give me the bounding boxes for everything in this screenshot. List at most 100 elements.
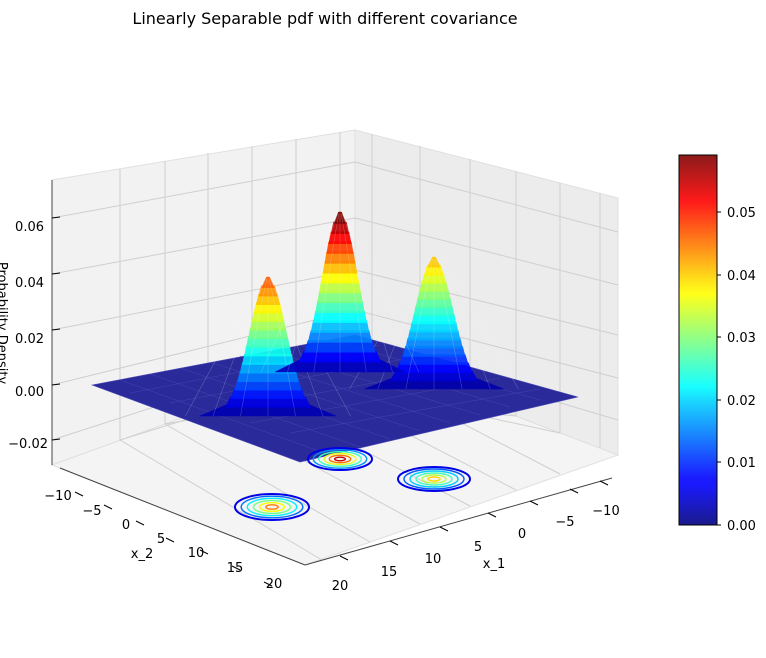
peak-band [224,396,312,408]
peak-mesh-line [185,278,265,417]
contour-ring [328,454,352,464]
z-tick-label: 0.00 [15,385,44,400]
peak-band [405,338,463,349]
peak-mesh-line [268,278,296,417]
peak-band [322,261,358,274]
x1-tick-label: −10 [592,504,619,519]
x2-tick-label: −5 [82,504,101,519]
contour-ring [312,449,368,469]
peak-band [424,264,444,276]
peak-band [261,276,275,288]
x2-tick-label: −10 [44,489,71,504]
colorbar-tick-label: 0.04 [727,269,756,284]
x1-tick-label: 0 [518,527,526,542]
peak-mesh-line [240,278,268,417]
peak-mesh-line [342,213,393,373]
contour-ring [334,456,347,462]
x1-tick-label: 20 [332,579,349,594]
colorbar-frame [678,154,718,526]
x1-tick-label: 10 [425,552,442,567]
peak-mesh-line [271,278,351,417]
peak-band [395,362,473,374]
contour-ring [415,472,453,486]
x2-tick-label: 5 [157,532,165,547]
peak-band [421,273,447,284]
x1-tick-label: 15 [381,565,398,580]
peak-band [315,300,365,314]
peak-band [310,320,370,333]
z-axis: 0.06 0.04 0.02 0.00 −0.02 Probability De… [0,180,61,465]
contour-ring [397,466,471,492]
colorbar-tick-label: 0.05 [727,206,756,221]
chart-title: Linearly Separable pdf with different co… [132,9,517,28]
colorbar-gradient [679,155,717,525]
contour-ring [318,451,363,468]
peak-band [326,241,354,254]
peak-band [242,353,294,365]
colorbar-tick-label: 0.01 [727,456,756,471]
peak-band [328,231,352,244]
peak-band [312,310,368,323]
colorbar-tick-label: 0.03 [727,331,756,346]
peak-band [251,311,285,323]
peak-mesh-line [261,213,337,373]
peak-mesh-line [343,213,420,373]
floor-contours [234,447,471,521]
contour-ring [259,502,286,513]
peak-band [419,281,449,292]
peak-mesh-line [437,258,519,390]
z-tick-label: 0.06 [15,220,44,235]
peak-band [307,330,373,343]
peak-band [298,350,382,363]
x2-tick-label: 15 [227,561,244,576]
peak-band [399,354,469,365]
peak-band [244,345,292,357]
x1-tick-label: −5 [555,515,574,530]
contour-ring [240,495,304,519]
z-tick-label: 0.04 [15,276,44,291]
peak-band [389,370,479,382]
contour-ring [307,447,373,471]
peak-band [321,271,359,284]
z-tick-label: −0.02 [8,437,48,452]
peak-band [230,388,306,400]
peak-band [417,289,451,300]
peak-band [364,378,504,390]
peak-band [324,251,356,264]
peak-band [426,256,442,268]
surface-peak [261,211,420,373]
contour-ring [265,504,279,510]
x2-axis-label: x_2 [131,547,153,562]
contour-ring [323,452,357,466]
x1-tick-label: 5 [474,540,482,555]
x1-axis: 20 15 10 5 0 −5 −10 x_1 [304,477,620,594]
peak-mesh-line [313,213,340,373]
peak-band [415,297,453,309]
contour-ring [403,468,465,490]
peak-band [330,221,350,235]
peak-band [258,285,278,297]
x2-tick-label: 0 [122,518,130,533]
contour-ring [409,470,459,488]
x2-tick-label: 10 [188,546,205,561]
peak-band [248,328,288,340]
contour-ring [421,474,447,484]
peak-band [402,346,466,357]
peak-mesh-line [405,258,434,390]
z-axis-label: Probability Density [0,262,9,385]
peak-mesh-line [287,213,338,373]
z-tick-label: 0.02 [15,332,44,347]
peak-band [255,293,281,305]
peak-mesh-line [212,278,266,417]
peak-band [409,321,459,333]
peak-band [246,336,290,348]
colorbar-tick-label: 0.02 [727,394,756,409]
colorbar-tick-label: 0.00 [727,519,756,534]
contour-ring [234,493,310,521]
peak-band [333,211,347,225]
peak-band [274,359,406,373]
peak-band [199,405,337,417]
x2-axis-line [59,467,306,566]
peak-band [253,302,283,314]
